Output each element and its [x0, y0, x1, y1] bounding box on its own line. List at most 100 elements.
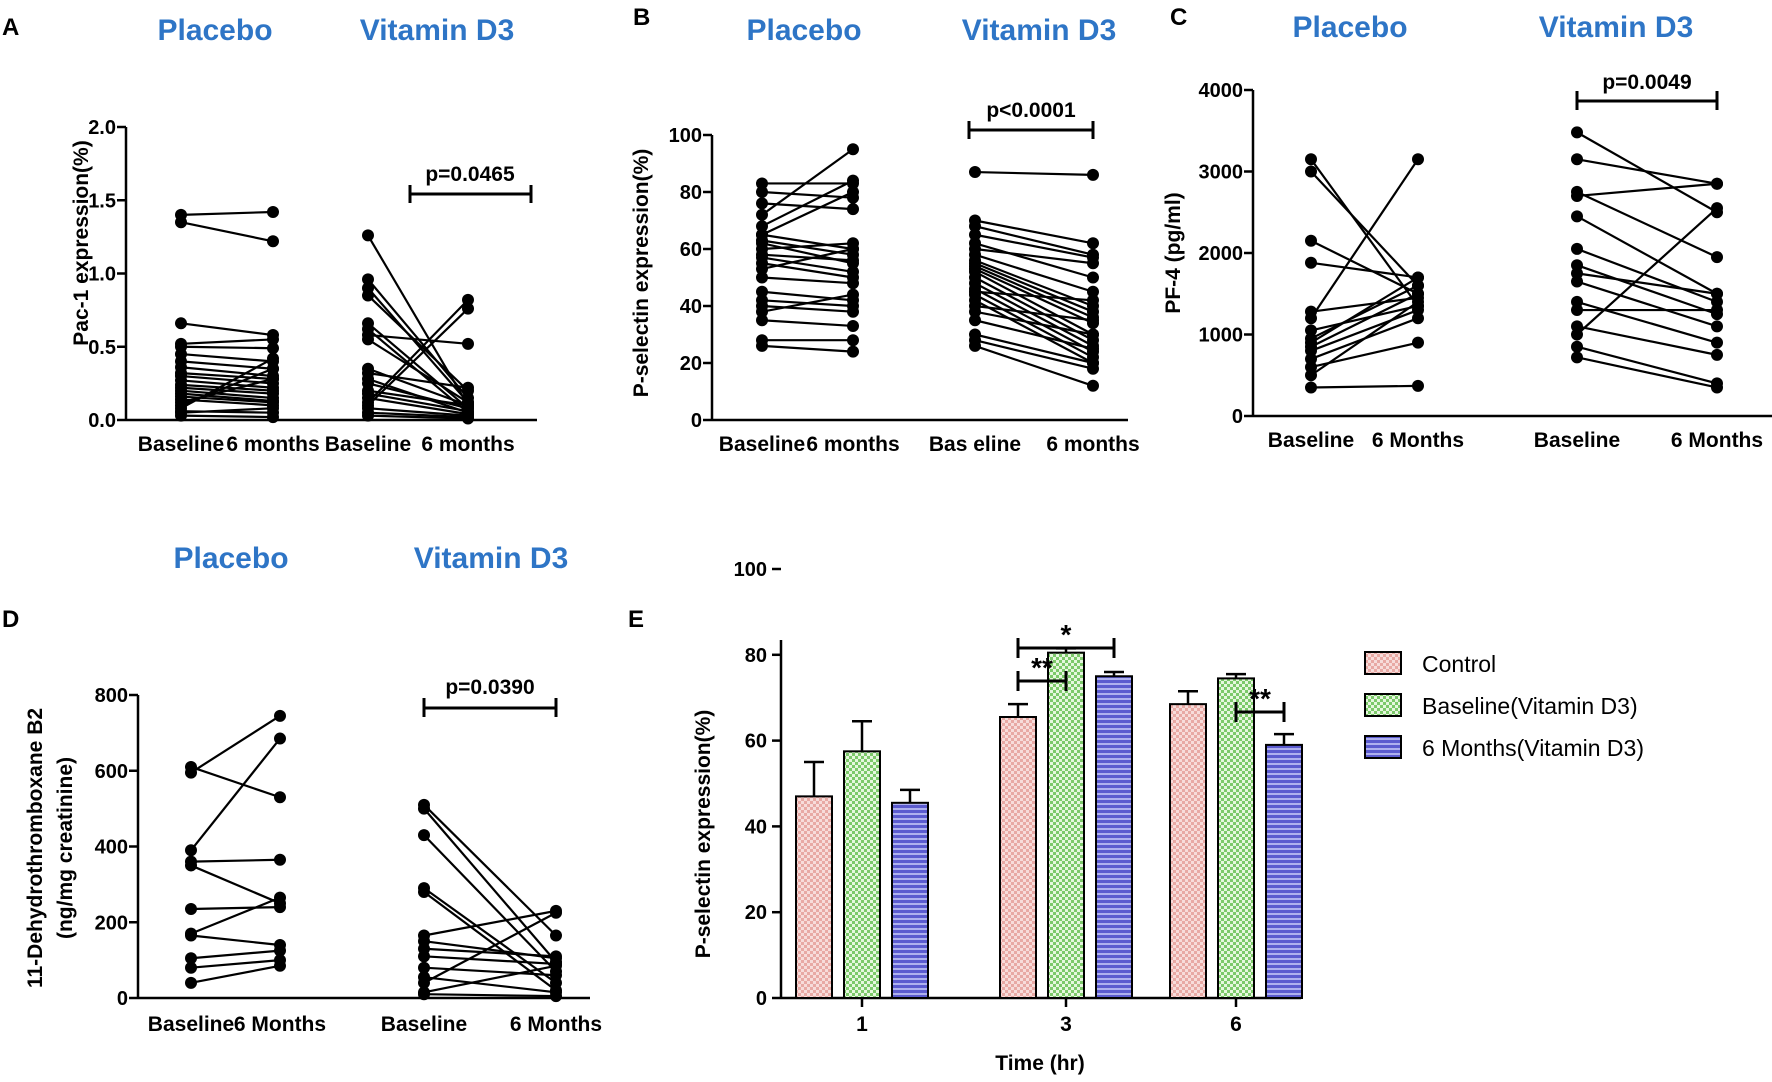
x-category-label: Baseline: [1268, 429, 1354, 452]
panel-b: B Placebo Vitamin D3 P-selectin expressi…: [630, 4, 1140, 456]
followup-point: [267, 362, 279, 375]
y-tick-label: 60: [680, 239, 702, 261]
group-title-vitamin-d3: Vitamin D3: [360, 14, 515, 47]
paired-line: [367, 389, 469, 407]
baseline-point: [1305, 381, 1317, 394]
bar-6-months-vitamin-d3-: [891, 801, 929, 999]
y-axis-label: Pac-1 expression(%): [70, 140, 93, 345]
bar-baseline-vitamin-d3-: [843, 750, 881, 1000]
paired-line: [180, 352, 274, 363]
x-categories: 1 3 6: [856, 998, 1242, 1036]
paired-line: [190, 949, 281, 960]
paired-line: [367, 382, 469, 410]
followup-point: [1412, 295, 1424, 308]
baseline-point: [418, 976, 430, 989]
paired-line: [423, 964, 557, 994]
x-category-label: 6 months: [806, 433, 899, 456]
baseline-point: [185, 929, 197, 942]
baseline-point: [1571, 126, 1583, 139]
paired-line: [423, 807, 557, 963]
y-tick-label: 1.5: [88, 190, 116, 212]
bar-6-months-vitamin-d3-: [1265, 743, 1303, 1000]
paired-line: [974, 247, 1094, 265]
paired-line: [1576, 300, 1718, 344]
paired-line: [1310, 309, 1419, 352]
x-category-label: Baseline: [148, 1013, 234, 1036]
paired-line: [190, 858, 281, 863]
y-tick-label: 80: [745, 645, 767, 667]
paired-line: [761, 191, 854, 236]
paired-line: [367, 299, 469, 404]
x-category-label: Bas eline: [929, 433, 1021, 456]
y-axis-label: PF-4 (pg/ml): [1162, 192, 1185, 313]
x-category-label: Baseline: [1534, 429, 1620, 452]
followup-point: [550, 990, 562, 1003]
baseline-point: [969, 314, 981, 327]
panel-letter-c: C: [1170, 4, 1187, 31]
panel-letter-b: B: [633, 4, 650, 31]
bar-control: [1169, 703, 1207, 999]
followup-point: [1711, 336, 1723, 349]
followup-point: [550, 969, 562, 982]
y-tick-label: 0: [691, 410, 702, 432]
paired-line: [1576, 158, 1718, 185]
baseline-point: [185, 766, 197, 779]
followup-point: [847, 174, 859, 187]
y-tick-label: 20: [680, 353, 702, 375]
x-category-label: 6 months: [1046, 433, 1139, 456]
bar-baseline-vitamin-d3-: [1217, 677, 1255, 1000]
baseline-point: [756, 305, 768, 318]
panel-a: A Placebo Vitamin D3 Pac-1 expression(%)…: [2, 14, 537, 456]
baseline-point: [756, 285, 768, 298]
followup-point: [847, 254, 859, 267]
legend-swatch: [1364, 651, 1402, 675]
baseline-point: [756, 262, 768, 275]
baseline-point: [175, 317, 187, 330]
followup-point: [462, 293, 474, 306]
paired-line: [190, 964, 281, 984]
x-categories: Baseline 6 Months Baseline 6 Months: [1268, 429, 1763, 452]
paired-line: [367, 307, 469, 407]
paired-data: [1305, 126, 1723, 394]
paired-line: [423, 891, 557, 992]
paired-line: [190, 959, 281, 969]
x-category-label: 6 months: [421, 433, 514, 456]
followup-point: [1412, 153, 1424, 166]
followup-point: [462, 337, 474, 350]
paired-line: [761, 276, 854, 285]
group-title-placebo: Placebo: [1292, 11, 1407, 44]
y-tick-label: 2.0: [88, 117, 116, 139]
paired-line: [1310, 158, 1419, 319]
followup-point: [267, 205, 279, 218]
baseline-point: [362, 289, 374, 302]
followup-point: [1087, 294, 1099, 307]
x-category-label: Baseline: [138, 433, 224, 456]
paired-line: [1576, 280, 1718, 328]
baseline-point: [175, 409, 187, 422]
followup-point: [847, 345, 859, 358]
followup-point: [847, 203, 859, 216]
y-tick-label: 400: [95, 837, 128, 859]
legend-label: Baseline(Vitamin D3): [1422, 693, 1638, 719]
paired-line: [1576, 182, 1718, 198]
baseline-point: [1305, 153, 1317, 166]
paired-line: [190, 934, 281, 947]
paired-line: [1576, 345, 1718, 385]
paired-line: [423, 955, 557, 966]
followup-point: [462, 412, 474, 425]
paired-line: [974, 299, 1094, 364]
y-tick-label: 0.0: [88, 410, 116, 432]
followup-point: [1711, 251, 1723, 264]
followup-point: [267, 342, 279, 355]
baseline-point: [969, 228, 981, 241]
y-ticks: 0.0 0.5 1.0 1.5 2.0: [88, 117, 126, 432]
baseline-point: [362, 273, 374, 286]
paired-line: [761, 319, 854, 328]
y-tick-label: 0.5: [88, 337, 116, 359]
paired-line: [180, 345, 274, 350]
panel-e: E P-selectin expression(%) 020406080100 …: [628, 559, 1644, 1075]
paired-line: [423, 911, 557, 984]
group-title-vitamin-d3: Vitamin D3: [414, 542, 569, 575]
followup-point: [1087, 314, 1099, 327]
baseline-point: [418, 829, 430, 842]
